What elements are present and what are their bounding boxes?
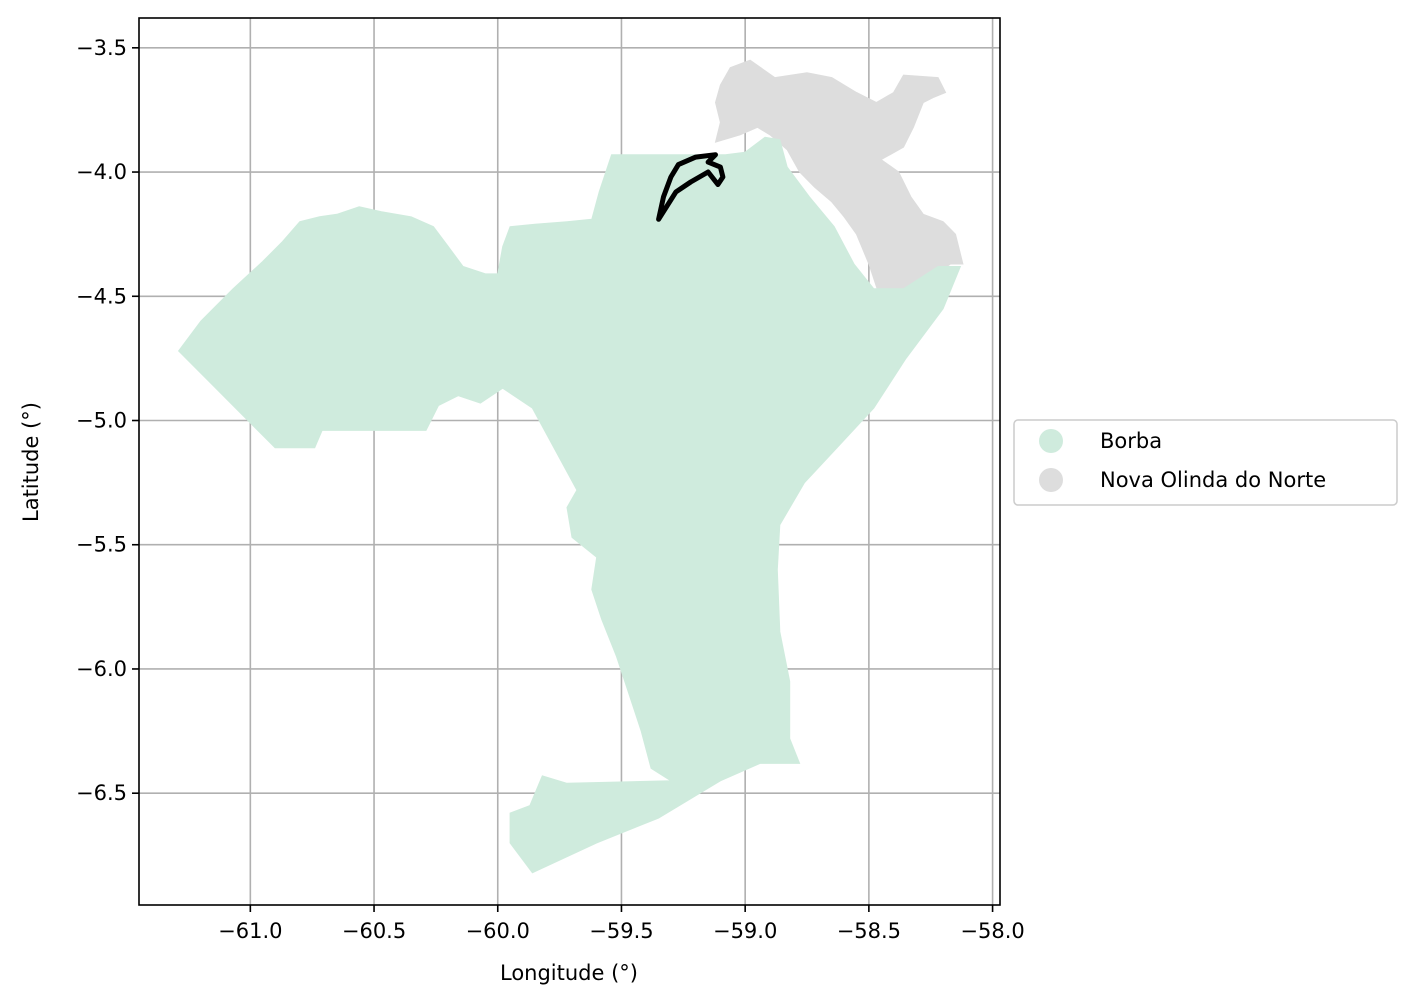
y-axis-label: Latitude (°) (19, 402, 43, 522)
legend-label: Borba (1100, 429, 1162, 453)
y-tick-label: −5.0 (76, 409, 127, 433)
region-nova-olinda-do-norte (714, 59, 964, 295)
x-tick-label: −60.0 (466, 919, 530, 943)
region-polygons (177, 59, 964, 874)
region-borba (177, 136, 962, 874)
y-tick-label: −4.0 (76, 160, 127, 184)
legend-marker (1039, 468, 1063, 492)
overlay-path-group (656, 152, 726, 222)
plot-frame (138, 17, 1001, 906)
overlay-path (656, 152, 726, 222)
x-tick-label: −58.5 (837, 919, 901, 943)
y-tick-label: −6.0 (76, 657, 127, 681)
x-tick-label: −61.0 (218, 919, 282, 943)
y-tick-label: −5.5 (76, 533, 127, 557)
legend-label: Nova Olinda do Norte (1100, 468, 1326, 492)
x-axis-label: Longitude (°) (500, 961, 638, 985)
x-tick-label: −60.5 (342, 919, 406, 943)
y-axis-ticks: −3.5 −4.0 −4.5 −5.0 −5.5 −6.0 −6.5 (76, 36, 139, 805)
y-tick-label: −3.5 (76, 36, 127, 60)
legend-marker (1039, 429, 1063, 453)
x-tick-label: −58.0 (960, 919, 1024, 943)
y-tick-label: −4.5 (76, 284, 127, 308)
legend-frame (1013, 419, 1398, 506)
x-tick-label: −59.5 (589, 919, 653, 943)
x-tick-label: −59.0 (713, 919, 777, 943)
x-axis-ticks: −61.0 −60.5 −60.0 −59.5 −59.0 −58.5 −58.0 (218, 905, 1025, 943)
legend: Borba Nova Olinda do Norte (1013, 419, 1398, 506)
y-tick-label: −6.5 (76, 781, 127, 805)
